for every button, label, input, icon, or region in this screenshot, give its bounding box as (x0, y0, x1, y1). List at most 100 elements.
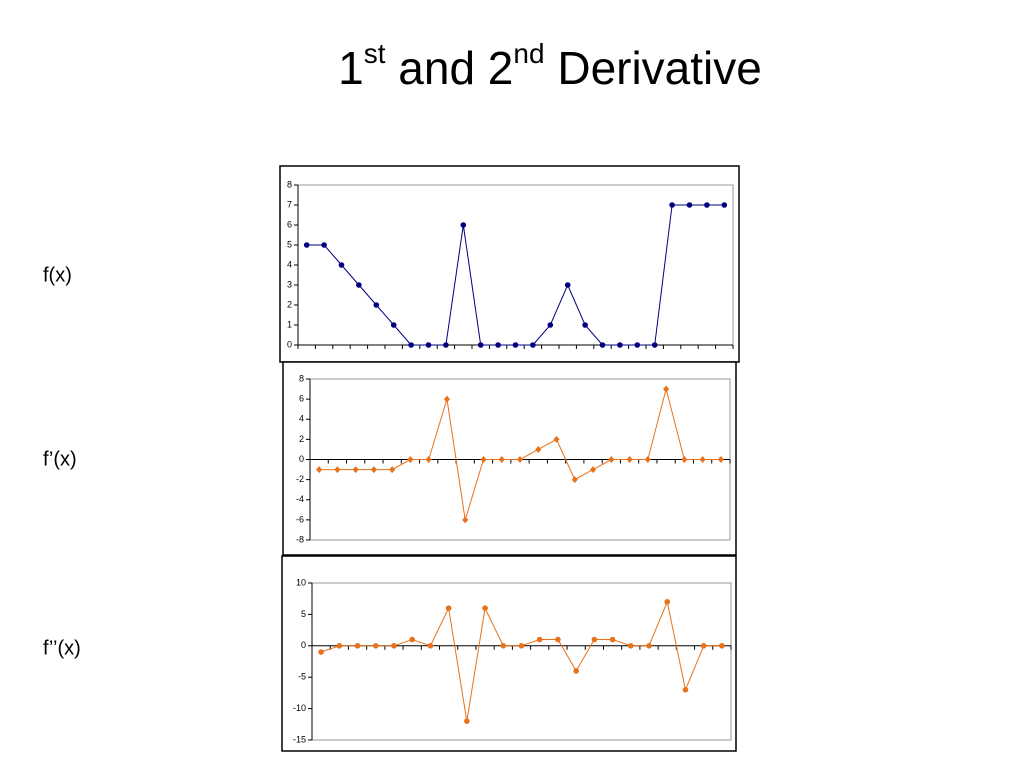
data-point (334, 466, 341, 474)
y-tick-label: 4 (299, 414, 304, 424)
data-point (316, 466, 323, 474)
y-tick-label: 6 (299, 394, 304, 404)
data-point (389, 466, 396, 474)
y-tick-label: 8 (299, 373, 304, 383)
data-point (651, 342, 658, 348)
data-point (477, 342, 484, 348)
data-point (686, 202, 693, 208)
data-point (590, 466, 597, 474)
data-point (530, 342, 536, 348)
data-point (390, 322, 397, 328)
data-point (700, 643, 707, 649)
data-point (338, 262, 345, 268)
data-point (634, 342, 641, 348)
data-point (356, 282, 362, 288)
data-point (482, 605, 488, 611)
data-point (536, 636, 543, 643)
data-point (318, 649, 324, 655)
y-tick-label: -2 (296, 474, 304, 484)
y-tick-label: -15 (293, 734, 306, 744)
y-tick-label: 5 (287, 239, 292, 249)
data-point (460, 222, 467, 228)
data-point (663, 385, 670, 393)
data-point (535, 445, 542, 453)
data-point (564, 282, 571, 288)
data-point (626, 456, 633, 463)
data-point (699, 456, 706, 463)
data-point (681, 456, 688, 463)
title-part: and 2 (386, 42, 514, 94)
y-tick-label: 7 (287, 199, 292, 209)
data-point (669, 202, 675, 208)
chart-frame (281, 555, 737, 752)
data-point (427, 643, 434, 649)
data-point (571, 476, 578, 484)
data-point (704, 202, 710, 208)
data-point (518, 643, 525, 649)
data-point (321, 242, 327, 248)
title-sup: nd (513, 38, 544, 69)
data-point (462, 516, 469, 524)
data-point (445, 605, 452, 611)
chart-frame (282, 361, 737, 556)
data-point (425, 342, 432, 348)
data-point (391, 643, 397, 649)
data-point (591, 636, 598, 643)
y-tick-label: 5 (301, 609, 306, 619)
y-tick-label: -6 (296, 514, 304, 524)
y-tick-label: 0 (299, 454, 304, 464)
data-point (582, 322, 588, 328)
y-tick-label: 10 (296, 577, 306, 587)
data-point (628, 643, 634, 649)
series-label: f’(x) (43, 448, 77, 470)
y-tick-label: -8 (296, 534, 304, 544)
data-point (443, 342, 449, 348)
data-point (721, 202, 728, 208)
data-point (495, 342, 501, 348)
y-tick-label: 8 (287, 179, 292, 189)
data-point (644, 456, 651, 463)
data-point (646, 643, 652, 649)
data-point (336, 643, 343, 649)
data-point (512, 342, 519, 348)
data-point (517, 456, 523, 463)
data-point (443, 395, 450, 403)
data-point (573, 668, 579, 674)
title-part: Derivative (545, 42, 762, 94)
title-part: 1 (338, 42, 364, 94)
data-point (303, 242, 310, 248)
data-point (553, 435, 560, 443)
data-point (547, 322, 554, 328)
y-tick-label: 4 (287, 259, 292, 269)
data-point (719, 643, 725, 649)
y-tick-label: 2 (299, 434, 304, 444)
data-point (407, 456, 414, 463)
data-point (682, 686, 689, 693)
y-tick-label: -5 (298, 672, 306, 682)
data-point (352, 466, 359, 474)
data-point (717, 456, 724, 463)
data-point (617, 342, 623, 348)
data-point (372, 643, 379, 649)
data-point (464, 718, 470, 724)
data-point (555, 636, 561, 643)
data-point (599, 342, 606, 348)
data-point (409, 636, 415, 643)
series-label: f’’(x) (43, 637, 81, 659)
y-tick-label: 6 (287, 219, 292, 229)
data-point (354, 643, 361, 649)
y-tick-label: 0 (287, 339, 292, 349)
y-tick-label: 2 (287, 299, 292, 309)
slide-title: 1st and 2nd Derivative (338, 38, 762, 94)
data-point (498, 456, 505, 463)
title-sup: st (364, 38, 386, 69)
data-point (408, 342, 414, 348)
y-tick-label: 3 (287, 279, 292, 289)
data-point (608, 456, 615, 463)
y-tick-label: 1 (287, 319, 292, 329)
data-point (480, 456, 487, 463)
chart-frame (279, 165, 740, 363)
y-tick-label: -10 (293, 703, 306, 713)
